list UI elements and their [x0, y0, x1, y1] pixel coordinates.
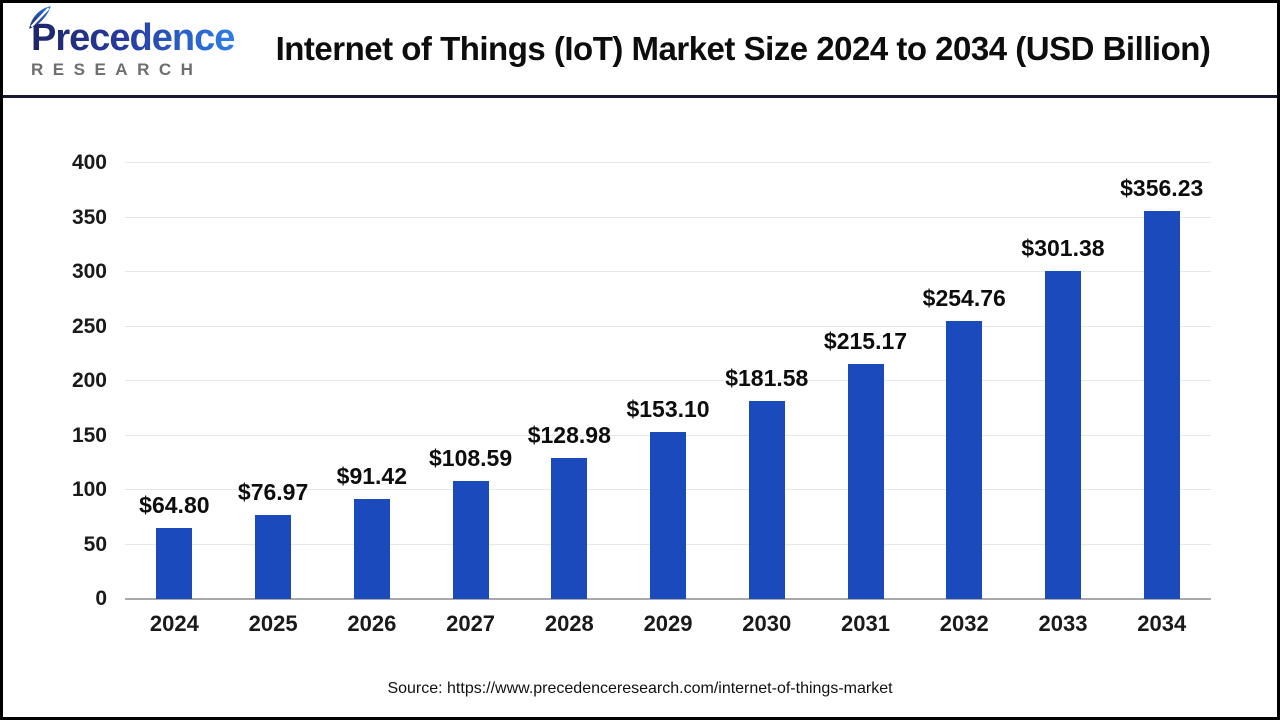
- bar-slot: $356.23: [1112, 163, 1211, 599]
- bar: [353, 499, 390, 599]
- bar-slot: $91.42: [322, 163, 421, 599]
- bar: [847, 364, 884, 599]
- gridline: [125, 325, 1211, 327]
- bar: [1044, 270, 1081, 599]
- x-tick-label: 2024: [149, 611, 199, 636]
- bar: [1143, 210, 1180, 599]
- x-axis: 2024 2025 2026 2027 2028 2029 2030 2031 2032 2033…: [125, 611, 1211, 637]
- bar-slot: $181.58: [717, 163, 816, 599]
- bar: [255, 515, 292, 599]
- footer: Source: https://www.precedenceresearch.c…: [3, 660, 1277, 717]
- x-tick-label: 2025: [248, 611, 298, 636]
- bar: [156, 528, 193, 599]
- x-tick-label: 2030: [742, 611, 792, 636]
- bar: [946, 321, 983, 599]
- bar-slot: $76.97: [224, 163, 323, 599]
- gridline: [125, 380, 1211, 381]
- header: Precedence RESEARCH Internet of Things (…: [3, 3, 1277, 98]
- bar-value-label: $108.59: [428, 444, 513, 471]
- y-tick-label: 250: [71, 314, 107, 338]
- y-tick-label: 300: [71, 260, 107, 283]
- y-tick-label: 0: [95, 587, 107, 610]
- bar-value-label: $356.23: [1120, 174, 1204, 201]
- x-tick-label: 2031: [841, 611, 890, 636]
- gridline: [125, 216, 1211, 218]
- logo-brand-subtitle: RESEARCH: [31, 59, 203, 79]
- bar-value-label: $91.42: [336, 463, 408, 490]
- y-axis: 0 50 100 150 200 250 300 350 400: [3, 151, 107, 610]
- bar-slot: $215.17: [816, 163, 915, 599]
- y-tick-label: 350: [71, 205, 107, 229]
- logo-leaf-icon: [29, 5, 51, 29]
- bar: [748, 401, 785, 599]
- x-tick-label: 2027: [446, 611, 496, 636]
- gridline: [125, 162, 1211, 163]
- source-text: Source: https://www.precedenceresearch.c…: [387, 679, 893, 697]
- bar-value-label: $254.76: [922, 285, 1006, 312]
- bars-container: $64.80 $76.97 $91.42 $108.59 $128.98 $153.10 $…: [125, 163, 1211, 599]
- x-tick-label: 2029: [643, 611, 693, 636]
- y-tick-label: 150: [71, 423, 107, 447]
- x-tick-label: 2028: [544, 611, 594, 636]
- bar-value-label: $76.97: [237, 479, 309, 506]
- y-tick-label: 100: [71, 478, 107, 501]
- bar-value-label: $153.10: [626, 396, 710, 423]
- bar-slot: $108.59: [421, 163, 520, 599]
- chart-area: 0 50 100 150 200 250 300 350 400 $64.80 $76.97 $91…: [3, 98, 1277, 660]
- plot-area: $64.80 $76.97 $91.42 $108.59 $128.98 $153.10 $…: [125, 162, 1211, 600]
- bar-value-label: $128.98: [527, 422, 611, 449]
- bar-value-label: $301.38: [1021, 234, 1105, 261]
- chart-title: Internet of Things (IoT) Market Size 202…: [275, 30, 1211, 67]
- x-tick-label: 2026: [347, 611, 397, 636]
- bar: [551, 458, 588, 599]
- bar-slot: $153.10: [619, 163, 718, 599]
- bar-value-label: $64.80: [139, 492, 210, 519]
- x-tick-label: 2033: [1038, 611, 1088, 636]
- bar-value-label: $181.58: [725, 365, 809, 392]
- gridline: [125, 271, 1211, 272]
- bar: [452, 480, 489, 599]
- y-tick-label: 400: [71, 151, 107, 174]
- logo-brand-name: Precedence: [31, 16, 235, 59]
- bar: [650, 432, 687, 599]
- x-axis-line: [125, 598, 1211, 600]
- y-tick-label: 50: [83, 532, 107, 556]
- bar-slot: $254.76: [915, 163, 1014, 599]
- bar-value-label: $215.17: [823, 328, 908, 355]
- x-tick-label: 2034: [1137, 611, 1187, 636]
- bar-slot: $301.38: [1014, 163, 1113, 599]
- y-tick-label: 200: [71, 369, 107, 392]
- x-tick-label: 2032: [939, 611, 989, 636]
- bar-slot: $64.80: [125, 163, 224, 599]
- logo: Precedence RESEARCH: [3, 5, 235, 80]
- bar-slot: $128.98: [520, 163, 619, 599]
